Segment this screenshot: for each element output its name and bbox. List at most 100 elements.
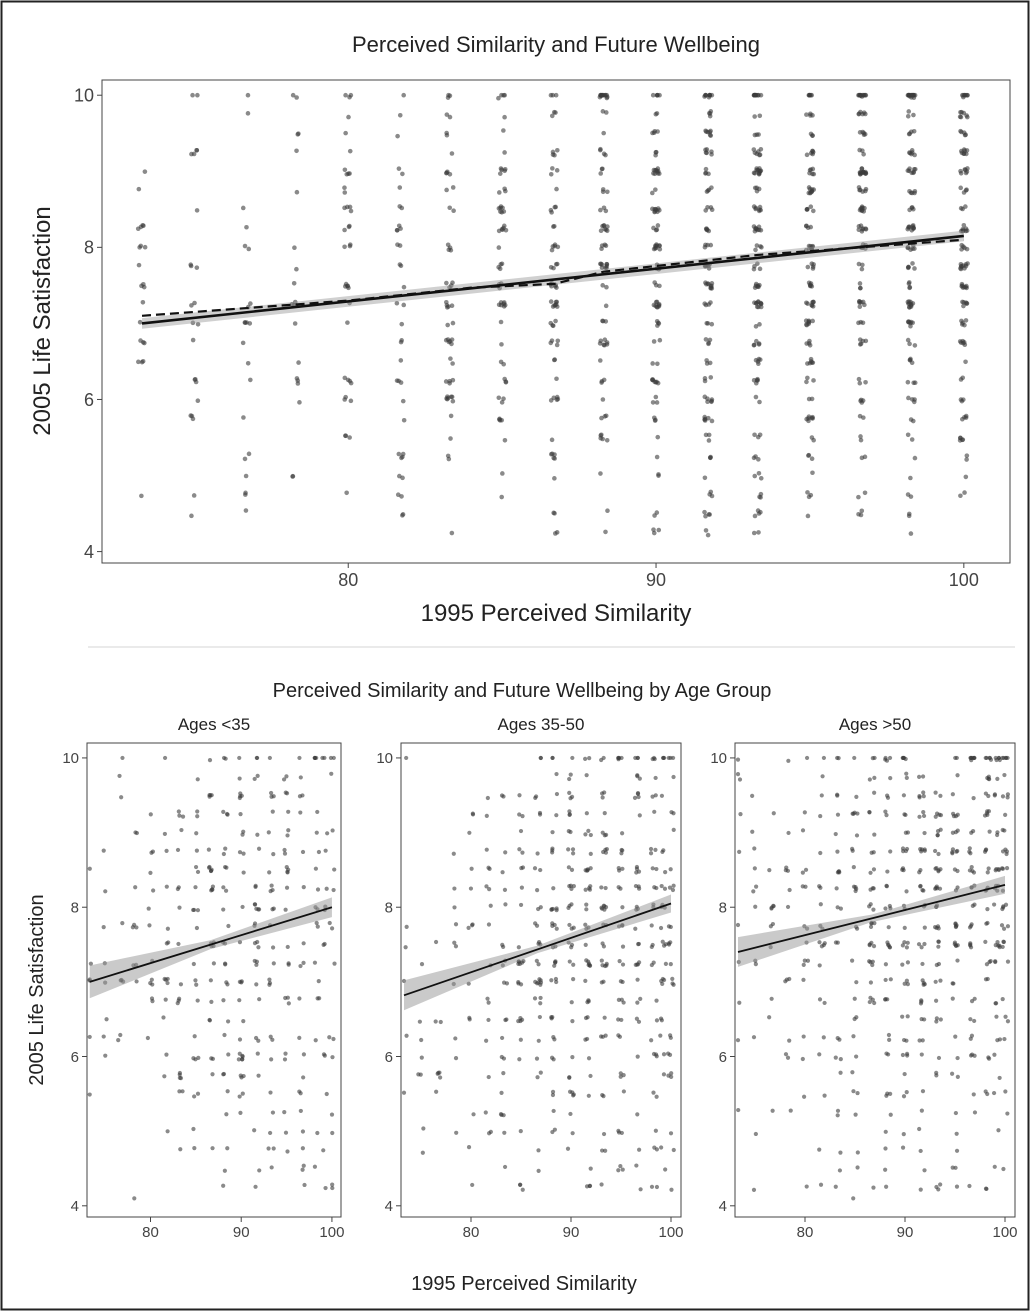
facet-data-point — [536, 1038, 541, 1043]
top-y-tick-label: 4 — [84, 542, 94, 562]
top-data-point — [709, 321, 715, 327]
top-data-point — [964, 113, 969, 118]
facet-data-point — [654, 1147, 659, 1152]
top-data-point — [554, 168, 560, 173]
facet-data-point — [803, 867, 809, 872]
facet-data-point — [566, 865, 571, 870]
top-data-point — [859, 170, 865, 176]
facet-data-point — [937, 886, 943, 891]
top-data-point — [811, 299, 816, 305]
facet-data-point — [616, 1128, 621, 1133]
top-data-point — [754, 300, 759, 306]
top-data-point — [348, 208, 354, 214]
facet-data-point — [519, 960, 525, 965]
facet-data-point — [500, 1035, 505, 1041]
top-data-point — [862, 454, 868, 460]
facet-data-point — [332, 961, 337, 966]
facet-data-point — [252, 902, 257, 907]
facet-data-point — [917, 795, 922, 800]
top-data-point — [810, 318, 815, 324]
facet-data-point — [900, 755, 906, 761]
top-data-point — [600, 92, 605, 98]
facet-data-point — [638, 1187, 643, 1192]
facet-y-tick-label: 6 — [385, 1049, 393, 1066]
top-data-point — [245, 360, 251, 366]
facet-data-point — [885, 795, 891, 800]
facet-data-point — [569, 867, 575, 872]
top-data-point — [703, 528, 709, 533]
top-data-point — [399, 321, 405, 327]
facet-data-point — [663, 961, 668, 967]
top-data-point — [655, 434, 661, 440]
facet-data-point — [224, 811, 230, 817]
top-data-point — [708, 454, 713, 460]
facet-data-point — [904, 1090, 909, 1095]
facet-data-point — [255, 832, 260, 837]
facet-data-point — [503, 902, 508, 907]
top-data-point — [705, 532, 711, 538]
top-data-point — [756, 457, 761, 462]
facet-data-point — [176, 809, 181, 814]
facet-data-point — [177, 1089, 182, 1094]
facet-data-point — [418, 1072, 423, 1077]
facet-data-point — [955, 1074, 960, 1079]
facet-data-point — [241, 1019, 246, 1024]
top-data-point — [450, 361, 455, 366]
facet-data-point — [917, 1126, 922, 1132]
facet-data-point — [267, 870, 272, 875]
facet-data-point — [967, 1183, 972, 1189]
top-data-point — [142, 340, 147, 346]
facet-data-point — [801, 1034, 806, 1039]
facet-data-point — [484, 813, 489, 818]
top-data-point — [961, 130, 967, 136]
facet-data-point — [821, 755, 827, 761]
facet-data-point — [600, 795, 605, 800]
facet-data-point — [737, 777, 743, 782]
facet-data-point — [905, 1014, 910, 1019]
top-data-point — [807, 170, 812, 176]
bottom-x-axis-label: 1995 Perceived Similarity — [411, 1273, 637, 1295]
facet-data-point — [661, 1052, 667, 1057]
top-data-point — [707, 337, 713, 343]
facet-data-point — [504, 1017, 509, 1022]
top-chart: Perceived Similarity and Future Wellbein… — [29, 32, 1011, 627]
top-data-point — [599, 265, 605, 270]
facet-data-point — [954, 1131, 959, 1136]
top-data-point — [811, 208, 816, 214]
facet-data-point — [1001, 1166, 1006, 1172]
top-data-point — [651, 530, 657, 536]
facet-data-point — [466, 925, 471, 930]
facet-data-point — [855, 1090, 860, 1096]
top-data-point — [703, 337, 709, 342]
top-data-point — [400, 451, 406, 457]
top-data-point — [960, 299, 965, 305]
facet-data-point — [600, 941, 605, 946]
facet-data-point — [936, 869, 941, 874]
top-data-point — [758, 244, 763, 249]
facet-data-point — [315, 809, 320, 815]
facet-data-point — [802, 810, 807, 815]
facet-data-point — [886, 943, 891, 948]
top-data-point — [496, 95, 501, 101]
top-data-point — [753, 226, 758, 232]
facet-data-point — [286, 809, 291, 814]
top-data-point — [806, 494, 812, 500]
top-data-point — [811, 187, 817, 192]
top-data-point — [912, 455, 918, 461]
facet-data-point — [968, 851, 973, 856]
facet-data-point — [917, 774, 922, 779]
top-data-point — [604, 261, 610, 267]
facet-data-point — [570, 755, 575, 761]
facet-data-point — [177, 905, 182, 910]
facet-data-point — [301, 885, 306, 890]
top-data-point — [598, 261, 603, 267]
top-data-point — [709, 283, 714, 289]
top-data-point — [707, 113, 713, 119]
facet-data-point — [177, 813, 182, 818]
top-data-point — [654, 92, 660, 98]
facet-data-point — [487, 866, 492, 871]
facet-data-point — [969, 998, 975, 1004]
facet-data-point — [329, 1112, 335, 1117]
facet-data-point — [538, 867, 543, 873]
facet-data-point — [971, 829, 976, 834]
